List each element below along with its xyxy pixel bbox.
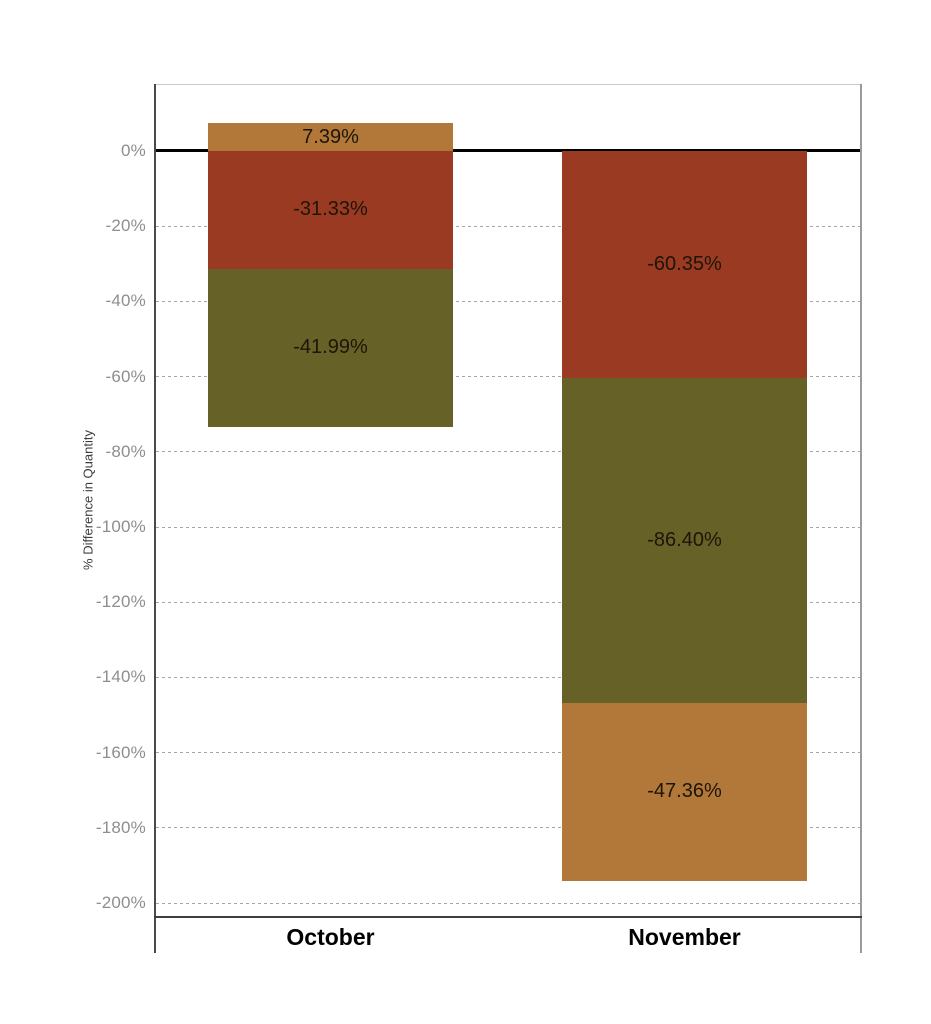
y-axis-tick-label: 0% [121, 141, 146, 160]
gridline [156, 601, 860, 603]
y-axis-tick-label: -20% [105, 216, 146, 236]
x-axis-line [154, 916, 862, 918]
gridline [156, 752, 860, 754]
x-category-label-october[interactable]: October [286, 924, 375, 950]
bar-segment-label: -41.99% [293, 336, 368, 359]
gridline [156, 676, 860, 678]
gridline [156, 451, 860, 453]
plot-border-right [860, 84, 862, 953]
y-axis-tick-label: -180% [95, 817, 146, 837]
y-axis-tick-label: -120% [95, 592, 146, 612]
bar-segment-label: -86.40% [647, 528, 722, 551]
bar-segment-november-olive[interactable]: -86.40% [562, 377, 807, 703]
y-axis-tick-label: -60% [105, 366, 146, 386]
gridline [156, 225, 860, 227]
gridline [156, 300, 860, 302]
y-axis-tick-label: -40% [105, 291, 146, 311]
gridline [156, 526, 860, 528]
zero-baseline [156, 149, 860, 152]
x-category-label-november[interactable]: November [628, 924, 741, 950]
gridline [156, 827, 860, 829]
y-axis-tick-label: -80% [105, 441, 146, 461]
y-axis-tick-label: -160% [95, 742, 146, 762]
y-axis-line [154, 84, 156, 953]
bar-segment-november-red[interactable]: -60.35% [562, 151, 807, 378]
plot-border-top [155, 84, 862, 85]
y-axis-tick-label: -140% [95, 667, 146, 687]
bar-segment-october-orange[interactable]: 7.39% [208, 123, 453, 151]
bar-segment-november-orange[interactable]: -47.36% [562, 702, 807, 881]
bar-segment-october-olive[interactable]: -41.99% [208, 268, 453, 427]
bar-segment-label: -31.33% [293, 198, 368, 221]
y-axis-tick-label: -200% [95, 893, 146, 912]
bar-segment-label: -47.36% [647, 780, 722, 803]
gridline [156, 376, 860, 378]
bar-segment-label: -60.35% [647, 252, 722, 275]
bar-segment-october-red[interactable]: -31.33% [208, 151, 453, 269]
y-axis-tick-label: -100% [95, 517, 146, 536]
bar-segment-label: 7.39% [302, 125, 359, 148]
gridline [156, 902, 860, 904]
